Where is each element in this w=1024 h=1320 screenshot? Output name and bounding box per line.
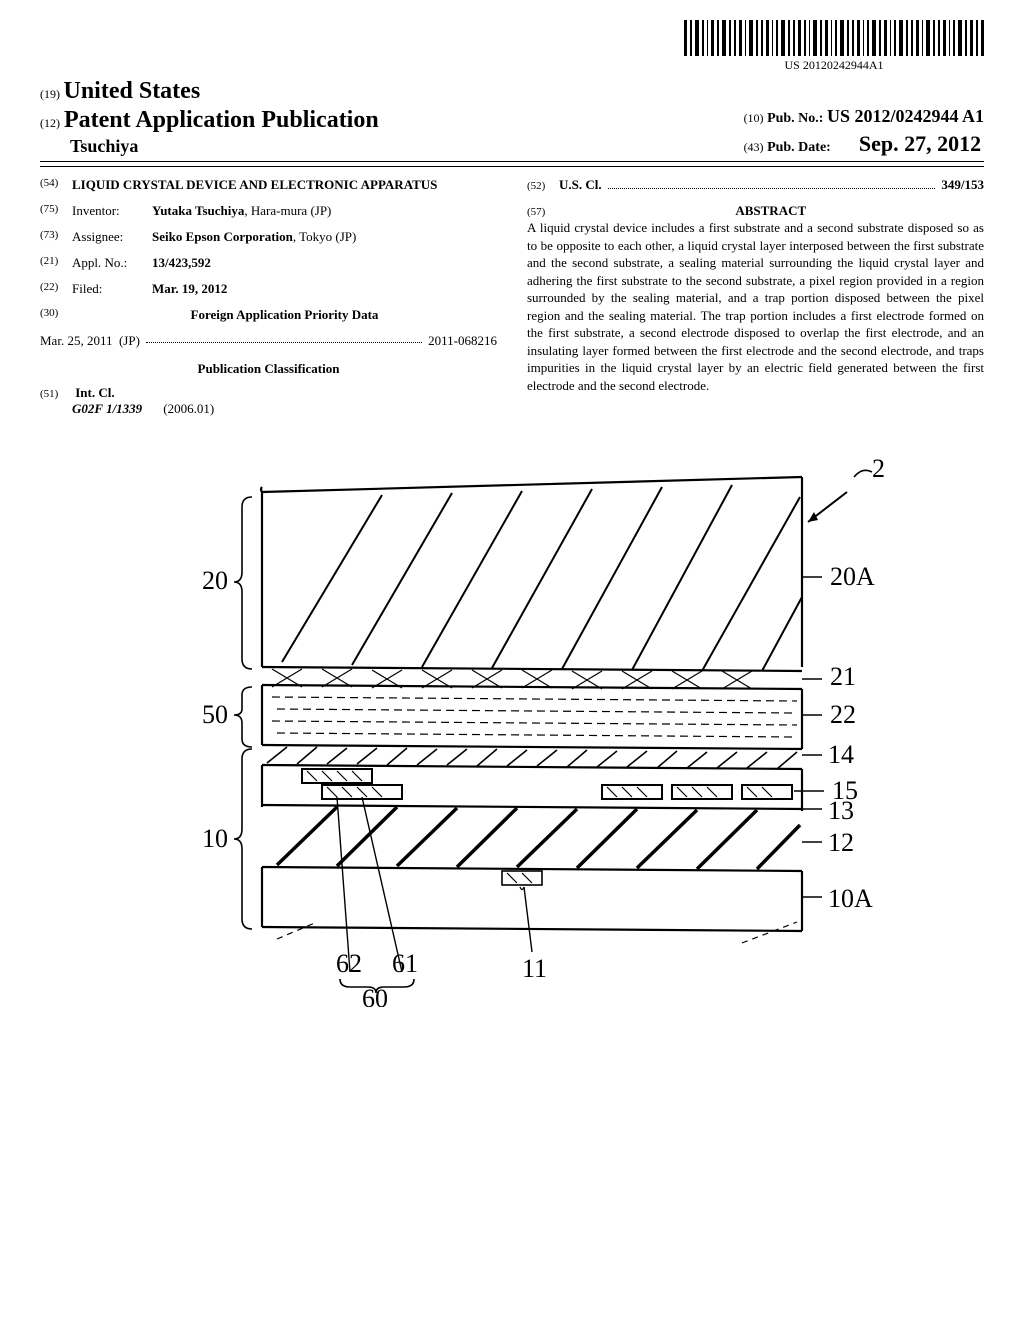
label-20A: 20A [830,562,875,591]
right-column: (52) U.S. Cl. 349/153 (57) ABSTRACT A li… [527,177,984,427]
label-22: 22 [830,700,856,729]
label-10A: 10A [828,884,873,913]
abstract-heading: ABSTRACT [562,203,979,219]
title-code: (54) [40,177,72,193]
intcl-year: (2006.01) [163,401,214,416]
label-10: 10 [202,824,228,853]
intcl-code: (51) [40,388,72,400]
filed-value: Mar. 19, 2012 [152,281,497,297]
priority-date: Mar. 25, 2011 [40,333,112,349]
uscl-code: (52) [527,180,559,192]
country-code: (19) [40,87,60,101]
inventor-label: Inventor: [72,203,152,219]
label-11: 11 [522,954,547,983]
label-14: 14 [828,740,854,769]
barcode: US 20120242944A1 [684,20,984,73]
pubno-label: Pub. No.: [767,111,823,126]
header-right: (10) Pub. No.: US 2012/0242944 A1 (43) P… [744,106,984,157]
label-62: 62 [336,949,362,978]
priority-heading-row: (30) Foreign Application Priority Data [40,307,497,323]
label-2: 2 [872,454,885,483]
priority-data-row: Mar. 25, 2011 (JP) 2011-068216 [40,333,497,349]
title-block: (54) LIQUID CRYSTAL DEVICE AND ELECTRONI… [40,177,497,193]
author-name: Tsuchiya [40,136,379,157]
intcl-label: Int. Cl. [75,385,114,400]
uscl-row: (52) U.S. Cl. 349/153 [527,177,984,193]
assignee-value: Seiko Epson Corporation, Tokyo (JP) [152,229,497,245]
barcode-svg [684,20,984,56]
pubdate-label: Pub. Date: [767,140,831,155]
uscl-label: U.S. Cl. [559,177,602,193]
label-20: 20 [202,566,228,595]
pub-type-code: (12) [40,116,60,130]
pubdate-value: Sep. 27, 2012 [859,131,981,156]
label-50: 50 [202,700,228,729]
appl-value: 13/423,592 [152,255,497,271]
abstract-code-row: (57) ABSTRACT [527,203,984,219]
filed-row: (22) Filed: Mar. 19, 2012 [40,281,497,297]
assignee-row: (73) Assignee: Seiko Epson Corporation, … [40,229,497,245]
priority-code: (30) [40,307,72,323]
assignee-name: Seiko Epson Corporation [152,229,293,244]
inventor-name: Yutaka Tsuchiya [152,203,244,218]
barcode-number: US 20120242944A1 [684,58,984,73]
pubno-line: (10) Pub. No.: US 2012/0242944 A1 [744,106,984,127]
intcl-value: G02F 1/1339 [40,401,160,417]
patent-header: (19) United States (12) Patent Applicati… [40,78,984,162]
pubno-value: US 2012/0242944 A1 [827,106,984,126]
pubno-code: (10) [744,111,764,125]
pub-type-line: (12) Patent Application Publication [40,107,379,134]
assignee-label: Assignee: [72,229,152,245]
priority-heading: Foreign Application Priority Data [72,307,497,323]
uscl-value: 349/153 [941,177,984,193]
title-value: LIQUID CRYSTAL DEVICE AND ELECTRONIC APP… [72,177,497,193]
priority-country: (JP) [119,333,140,349]
assignee-loc: , Tokyo (JP) [293,229,357,244]
header-divider [40,166,984,167]
label-12: 12 [828,828,854,857]
filed-code: (22) [40,281,72,297]
assignee-code: (73) [40,229,72,245]
country-name: United States [64,78,201,104]
header-left: (19) United States (12) Patent Applicati… [40,78,379,157]
figure-svg: 2 20 20A 21 22 50 14 15 13 12 10 10A 11 … [102,447,922,1007]
intcl-row: (51) Int. Cl. G02F 1/1339 (2006.01) [40,385,497,417]
biblio-columns: (54) LIQUID CRYSTAL DEVICE AND ELECTRONI… [40,177,984,427]
uscl-dotfill [608,179,936,189]
barcode-area: US 20120242944A1 [40,20,984,74]
abstract-text: A liquid crystal device includes a first… [527,219,984,394]
inventor-value: Yutaka Tsuchiya, Hara-mura (JP) [152,203,497,219]
inventor-row: (75) Inventor: Yutaka Tsuchiya, Hara-mur… [40,203,497,219]
inventor-code: (75) [40,203,72,219]
pubclass-heading: Publication Classification [40,361,497,377]
country-line: (19) United States [40,78,379,105]
appl-row: (21) Appl. No.: 13/423,592 [40,255,497,271]
inventor-loc: , Hara-mura (JP) [244,203,331,218]
priority-number: 2011-068216 [428,333,497,349]
pub-type: Patent Application Publication [64,107,379,133]
label-13: 13 [828,796,854,825]
abstract-block: (57) ABSTRACT A liquid crystal device in… [527,203,984,394]
label-60: 60 [362,984,388,1007]
appl-code: (21) [40,255,72,271]
patent-figure: 2 20 20A 21 22 50 14 15 13 12 10 10A 11 … [40,447,984,1012]
appl-label: Appl. No.: [72,255,152,271]
label-21: 21 [830,662,856,691]
label-61: 61 [392,949,418,978]
dotfill [146,333,422,343]
pubdate-line: (43) Pub. Date: Sep. 27, 2012 [744,131,984,157]
abstract-code: (57) [527,206,559,218]
figure-labels: 2 20 20A 21 22 50 14 15 13 12 10 10A 11 … [202,454,885,1007]
pubdate-code: (43) [744,140,764,154]
filed-label: Filed: [72,281,152,297]
left-column: (54) LIQUID CRYSTAL DEVICE AND ELECTRONI… [40,177,497,427]
